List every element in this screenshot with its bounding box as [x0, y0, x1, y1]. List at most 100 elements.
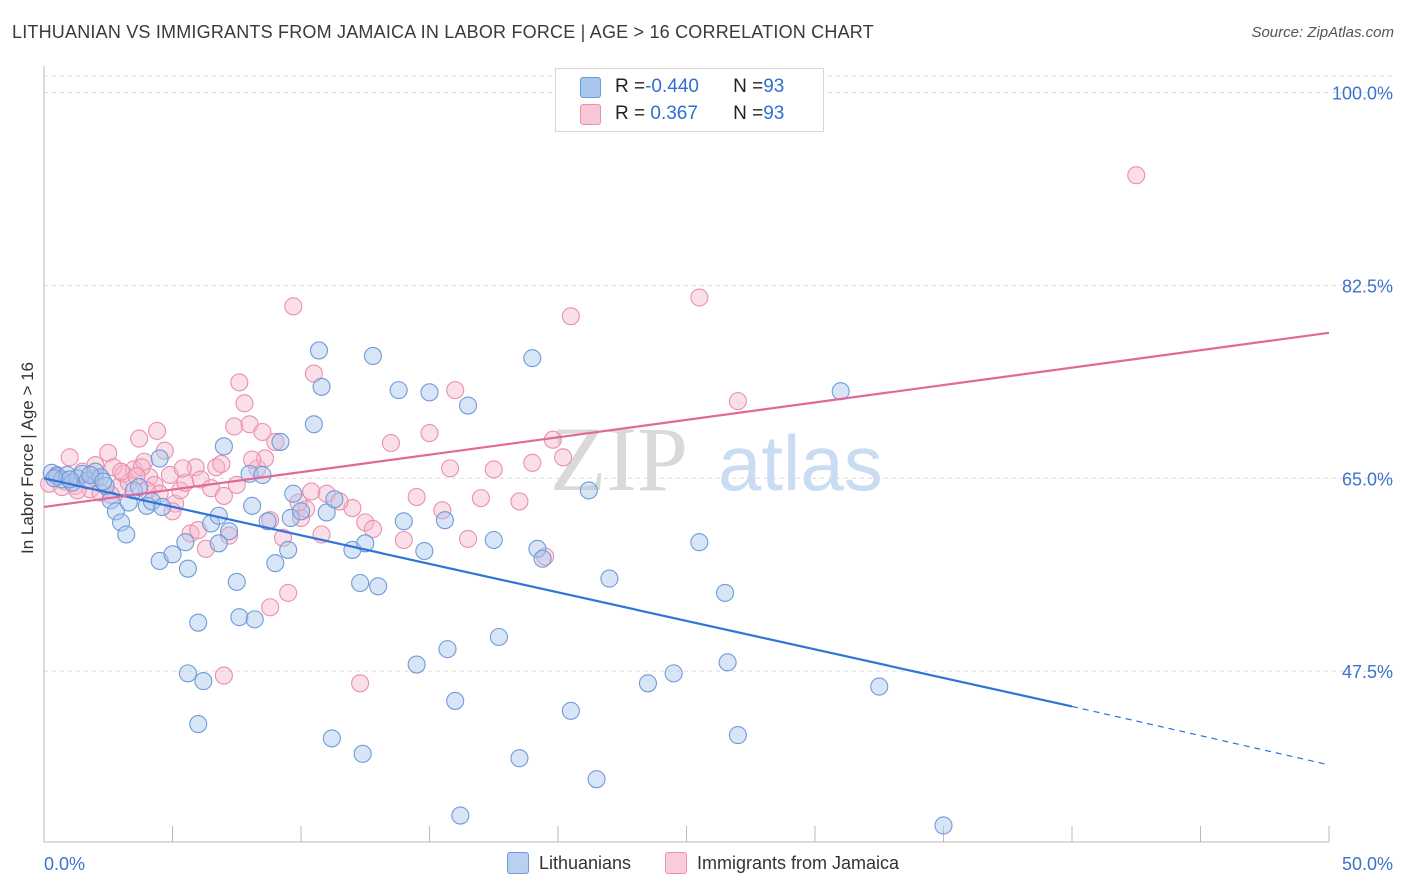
- watermark-atlas: atlas: [718, 419, 883, 507]
- data-point: [353, 744, 372, 763]
- data-point: [189, 715, 208, 734]
- legend-item-jamaica[interactable]: Immigrants from Jamaica: [665, 852, 899, 874]
- data-point: [934, 816, 953, 835]
- series-lithuanians: [42, 341, 953, 835]
- data-point: [484, 460, 503, 479]
- data-point: [561, 307, 580, 326]
- data-point: [291, 502, 311, 521]
- legend-label: Immigrants from Jamaica: [697, 852, 900, 873]
- y-tick-label: 47.5%: [1342, 662, 1393, 682]
- data-point: [600, 569, 619, 588]
- chart-title: LITHUANIAN VS IMMIGRANTS FROM JAMAICA IN…: [12, 22, 874, 42]
- data-point: [212, 454, 231, 474]
- corr-row-lithuanians: R = -0.440 N = 93: [580, 76, 784, 98]
- x-tick-label: 50.0%: [1342, 854, 1393, 874]
- data-point: [356, 513, 375, 532]
- data-point: [227, 572, 246, 591]
- legend-item-lithuanians[interactable]: Lithuanians: [506, 852, 632, 874]
- data-point: [225, 417, 244, 436]
- trend-lines: [43, 331, 1330, 766]
- data-point: [235, 394, 254, 413]
- data-point: [415, 541, 434, 561]
- data-point: [209, 534, 228, 553]
- data-point: [369, 577, 388, 596]
- watermark: ZIP atlas: [550, 408, 883, 510]
- legend-label: Lithuanians: [538, 852, 632, 873]
- data-point: [150, 449, 169, 468]
- gridlines: [44, 75, 1392, 672]
- data-point: [245, 610, 264, 629]
- data-point: [266, 554, 285, 573]
- data-point: [870, 677, 889, 696]
- y-tick-label: 65.0%: [1342, 469, 1393, 489]
- data-point: [451, 806, 470, 825]
- data-point: [207, 458, 226, 477]
- data-point: [178, 664, 197, 683]
- data-point: [117, 525, 136, 544]
- data-point: [163, 545, 182, 564]
- data-point: [219, 522, 239, 541]
- data-point: [407, 655, 426, 674]
- data-point: [638, 674, 658, 693]
- data-point: [127, 467, 146, 486]
- legend-swatch-blue: [506, 852, 529, 874]
- correlation-legend: R = -0.440 N = 93 R = 0.367 N = 93: [555, 68, 824, 132]
- data-point: [394, 512, 413, 531]
- data-point: [86, 462, 105, 481]
- x-tick-label: 0.0%: [44, 854, 85, 874]
- data-point: [728, 726, 747, 745]
- data-point: [101, 491, 120, 510]
- data-point: [194, 672, 213, 691]
- data-point: [471, 489, 490, 508]
- swatch-blue: [580, 76, 601, 98]
- r-label: R =: [615, 76, 646, 97]
- data-point: [458, 396, 478, 415]
- data-point: [291, 508, 311, 528]
- data-point: [112, 462, 131, 481]
- data-point: [363, 346, 383, 365]
- data-point: [284, 297, 303, 316]
- data-point: [214, 437, 233, 456]
- data-point: [446, 691, 465, 710]
- data-point: [690, 288, 709, 307]
- data-point: [325, 490, 344, 509]
- data-point: [528, 539, 547, 558]
- data-point: [130, 429, 149, 448]
- data-point: [173, 459, 192, 478]
- data-point: [484, 530, 503, 550]
- data-point: [261, 598, 280, 617]
- data-point: [438, 640, 457, 659]
- swatch-pink: [580, 103, 601, 125]
- n-value: 93: [763, 103, 785, 124]
- data-point: [351, 674, 370, 693]
- data-point: [284, 484, 303, 503]
- data-point: [579, 481, 598, 500]
- data-point: [112, 513, 131, 532]
- data-point: [271, 432, 290, 451]
- series-legend: Lithuanians Immigrants from Jamaica: [0, 852, 1406, 874]
- data-point: [728, 392, 747, 411]
- data-point: [176, 533, 195, 552]
- data-point: [243, 496, 262, 515]
- data-point: [664, 664, 683, 683]
- n-label: N =: [733, 103, 764, 124]
- data-point: [435, 511, 454, 530]
- y-tick-label: 100.0%: [1332, 84, 1393, 104]
- legend-swatch-pink: [665, 852, 688, 874]
- data-point: [86, 456, 105, 475]
- series-immigrants-from-jamaica: [40, 166, 1146, 693]
- data-point: [99, 443, 118, 462]
- data-point: [587, 770, 606, 789]
- data-point: [60, 448, 79, 467]
- data-point: [363, 519, 383, 539]
- data-point: [510, 749, 529, 768]
- data-point: [533, 549, 552, 568]
- data-point: [718, 653, 737, 672]
- r-label: R =: [615, 103, 646, 124]
- n-label: N =: [733, 76, 764, 97]
- data-point: [266, 432, 285, 451]
- data-point: [178, 559, 197, 578]
- data-point: [253, 422, 272, 442]
- data-point: [420, 424, 439, 443]
